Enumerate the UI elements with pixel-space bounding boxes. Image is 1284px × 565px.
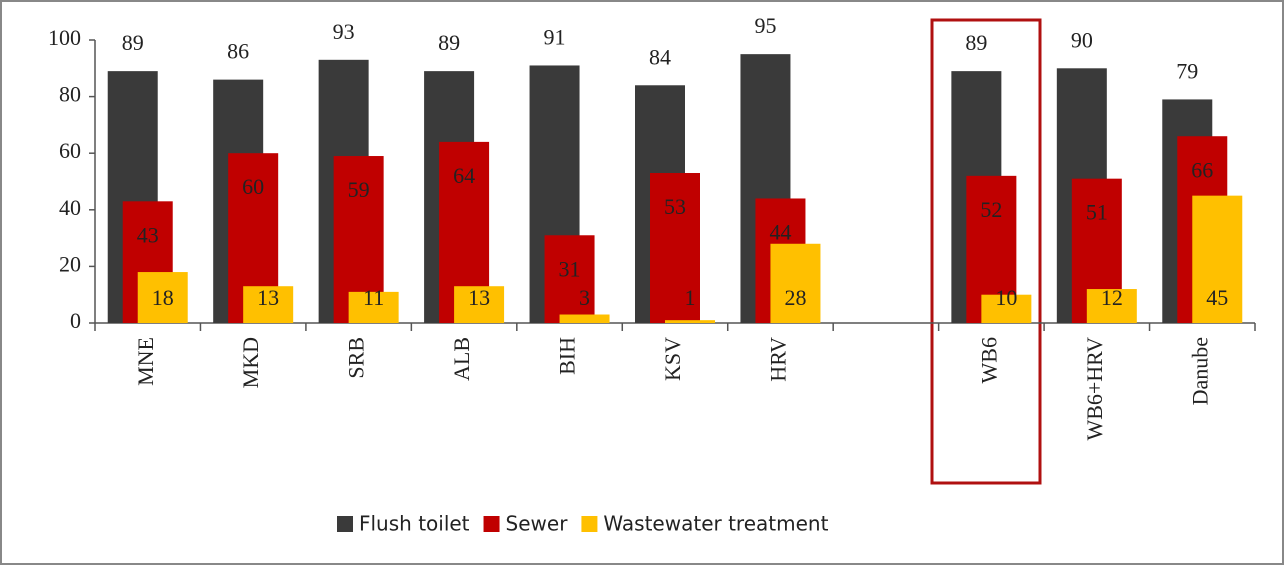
x-tick-label: WB6 [976, 337, 1001, 383]
data-label: 53 [664, 194, 686, 219]
x-tick-label: SRB [344, 337, 369, 379]
data-label: 52 [980, 197, 1002, 222]
data-label: 60 [242, 174, 264, 199]
bar [770, 243, 821, 323]
bar [981, 294, 1032, 323]
data-label: 44 [769, 220, 791, 245]
x-tick-label: MNE [133, 337, 158, 386]
legend-swatch [483, 516, 500, 532]
bar [1192, 195, 1243, 323]
data-label: 18 [152, 285, 174, 310]
x-tick-label: BIH [555, 337, 580, 375]
bar [559, 314, 610, 323]
legend-label: Flush toilet [359, 512, 470, 536]
data-label: 12 [1101, 285, 1123, 310]
x-tick-label: KSV [660, 337, 685, 381]
y-tick-label: 60 [59, 138, 81, 163]
legend: Flush toilet Sewer Wastewater treatment [337, 512, 829, 536]
data-label: 43 [137, 222, 159, 247]
bar [650, 173, 700, 323]
y-tick-label: 80 [59, 82, 81, 107]
data-label: 45 [1206, 285, 1228, 310]
data-label: 11 [363, 285, 384, 310]
data-label: 31 [559, 256, 581, 281]
bar [348, 291, 399, 323]
data-label: 13 [257, 285, 279, 310]
x-tick-label: ALB [449, 337, 474, 381]
data-label: 79 [1176, 58, 1198, 83]
highlight-box [930, 18, 1042, 485]
data-label: 89 [965, 30, 987, 55]
bar [544, 235, 595, 323]
bar [243, 286, 294, 323]
bar [137, 272, 188, 323]
data-label: 64 [453, 163, 475, 188]
x-tick-label: MKD [238, 337, 263, 388]
data-label: 95 [754, 13, 776, 38]
legend-swatch [337, 516, 353, 532]
data-label: 66 [1191, 157, 1213, 182]
data-label: 90 [1071, 27, 1093, 52]
y-tick-label: 20 [59, 251, 81, 276]
legend-label: Wastewater treatment [603, 512, 828, 536]
data-label: 59 [348, 177, 370, 202]
bar [454, 286, 505, 323]
data-label: 86 [227, 39, 249, 64]
data-label: 13 [468, 285, 490, 310]
data-label: 93 [333, 19, 355, 44]
legend-label: Sewer [506, 512, 569, 536]
data-label: 89 [122, 30, 144, 55]
data-label: 51 [1086, 200, 1108, 225]
data-label: 28 [784, 285, 806, 310]
bar [665, 320, 715, 323]
x-tick-label: Danube [1187, 337, 1212, 405]
y-tick-label: 100 [48, 25, 81, 50]
data-label: 3 [579, 285, 590, 310]
y-tick-label: 40 [59, 195, 81, 220]
data-label: 89 [438, 30, 460, 55]
x-tick-label: HRV [766, 337, 791, 382]
bar [1086, 289, 1137, 323]
x-tick-label: WB6+HRV [1082, 337, 1107, 441]
data-label: 1 [685, 285, 696, 310]
legend-swatch [581, 516, 598, 532]
data-label: 84 [649, 44, 671, 69]
data-label: 10 [995, 285, 1017, 310]
y-tick-label: 0 [70, 308, 81, 333]
data-label: 91 [544, 25, 566, 50]
